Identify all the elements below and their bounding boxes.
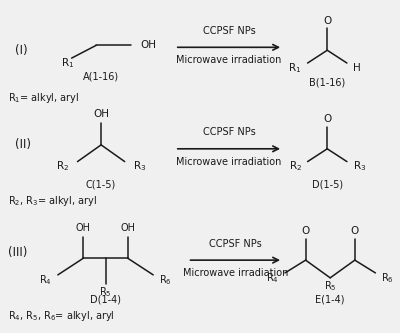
- Text: R$_5$: R$_5$: [324, 279, 336, 293]
- Text: CCPSF NPs: CCPSF NPs: [210, 239, 262, 249]
- Text: R$_4$: R$_4$: [39, 273, 52, 287]
- Text: H: H: [353, 63, 360, 73]
- Text: O: O: [302, 226, 310, 236]
- Text: A(1-16): A(1-16): [83, 72, 119, 82]
- Text: Microwave irradiation: Microwave irradiation: [183, 268, 288, 278]
- Text: B(1-16): B(1-16): [309, 78, 345, 88]
- Text: Microwave irradiation: Microwave irradiation: [176, 157, 282, 166]
- Text: R$_6$: R$_6$: [381, 271, 394, 285]
- Text: O: O: [323, 16, 331, 26]
- Text: R$_3$: R$_3$: [353, 160, 366, 173]
- Text: (I): (I): [14, 44, 27, 57]
- Text: R$_3$: R$_3$: [132, 160, 146, 173]
- Text: R$_1$: R$_1$: [288, 61, 302, 75]
- Text: (II): (II): [14, 139, 30, 152]
- Text: (III): (III): [8, 246, 27, 259]
- Text: R$_4$: R$_4$: [266, 271, 279, 285]
- Text: E(1-4): E(1-4): [316, 294, 345, 304]
- Text: R$_6$: R$_6$: [159, 273, 172, 287]
- Text: OH: OH: [76, 223, 91, 233]
- Text: R$_2$: R$_2$: [56, 160, 70, 173]
- Text: D(1-4): D(1-4): [90, 294, 120, 304]
- Text: R$_5$: R$_5$: [99, 285, 112, 298]
- Text: R$_1$: R$_1$: [61, 56, 74, 70]
- Text: CCPSF NPs: CCPSF NPs: [202, 26, 255, 36]
- Text: R$_2$: R$_2$: [288, 160, 302, 173]
- Text: C(1-5): C(1-5): [86, 179, 116, 189]
- Text: R$_1$= alkyl, aryl: R$_1$= alkyl, aryl: [8, 92, 79, 106]
- Text: R$_4$, R$_5$, R$_6$= alkyl, aryl: R$_4$, R$_5$, R$_6$= alkyl, aryl: [8, 309, 114, 323]
- Text: CCPSF NPs: CCPSF NPs: [202, 127, 255, 137]
- Text: R$_2$, R$_3$= alkyl, aryl: R$_2$, R$_3$= alkyl, aryl: [8, 194, 97, 208]
- Text: D(1-5): D(1-5): [312, 179, 343, 189]
- Text: OH: OH: [120, 223, 135, 233]
- Text: O: O: [351, 226, 359, 236]
- Text: OH: OH: [93, 110, 109, 120]
- Text: O: O: [323, 114, 331, 124]
- Text: Microwave irradiation: Microwave irradiation: [176, 55, 282, 65]
- Text: OH: OH: [140, 40, 156, 50]
